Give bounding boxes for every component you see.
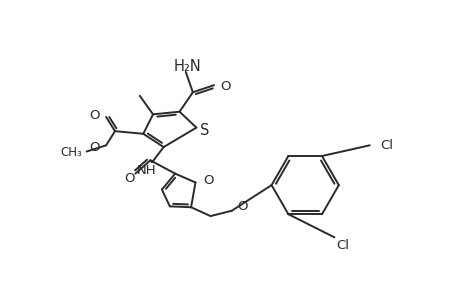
Text: O: O (203, 174, 213, 187)
Text: S: S (199, 123, 208, 138)
Text: CH₃: CH₃ (61, 146, 82, 159)
Text: O: O (89, 109, 100, 122)
Text: NH: NH (137, 164, 157, 177)
Text: Cl: Cl (336, 239, 348, 252)
Text: O: O (89, 141, 100, 154)
Text: H₂N: H₂N (174, 59, 201, 74)
Text: O: O (123, 172, 134, 185)
Text: O: O (220, 80, 230, 92)
Text: Cl: Cl (380, 139, 392, 152)
Text: O: O (236, 200, 247, 213)
